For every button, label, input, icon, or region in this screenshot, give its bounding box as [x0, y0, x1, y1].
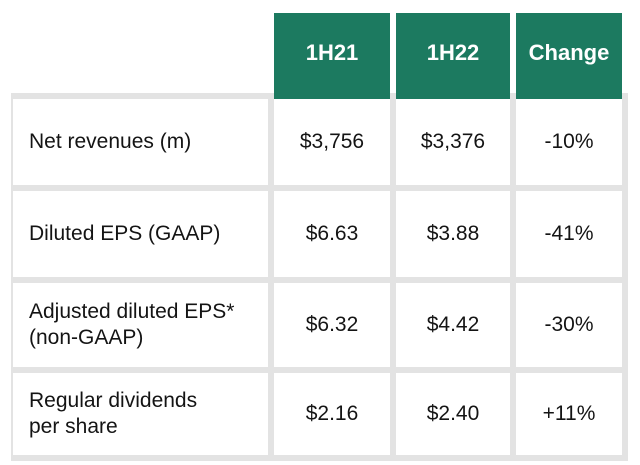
- value-cell: $3.88: [396, 191, 510, 277]
- financial-results-table: 1H21 1H22 Change Net revenues (m) $3,756…: [11, 13, 628, 461]
- value-cell: $4.42: [396, 283, 510, 367]
- column-header-1h21: 1H21: [274, 13, 390, 99]
- value-cell: $6.63: [274, 191, 390, 277]
- value-cell: $6.32: [274, 283, 390, 367]
- value-cell: $3,376: [396, 99, 510, 185]
- change-cell: +11%: [516, 373, 622, 455]
- column-header-change: Change: [516, 13, 622, 99]
- row-label-diluted-eps: Diluted EPS (GAAP): [13, 191, 268, 277]
- change-cell: -30%: [516, 283, 622, 367]
- row-label-net-revenues: Net revenues (m): [13, 99, 268, 185]
- row-label-dividends: Regular dividends per share: [13, 373, 268, 455]
- change-cell: -41%: [516, 191, 622, 277]
- column-header-1h22: 1H22: [396, 13, 510, 99]
- value-cell: $2.40: [396, 373, 510, 455]
- row-label-adjusted-eps: Adjusted diluted EPS* (non-GAAP): [13, 283, 268, 367]
- value-cell: $2.16: [274, 373, 390, 455]
- change-cell: -10%: [516, 99, 622, 185]
- value-cell: $3,756: [274, 99, 390, 185]
